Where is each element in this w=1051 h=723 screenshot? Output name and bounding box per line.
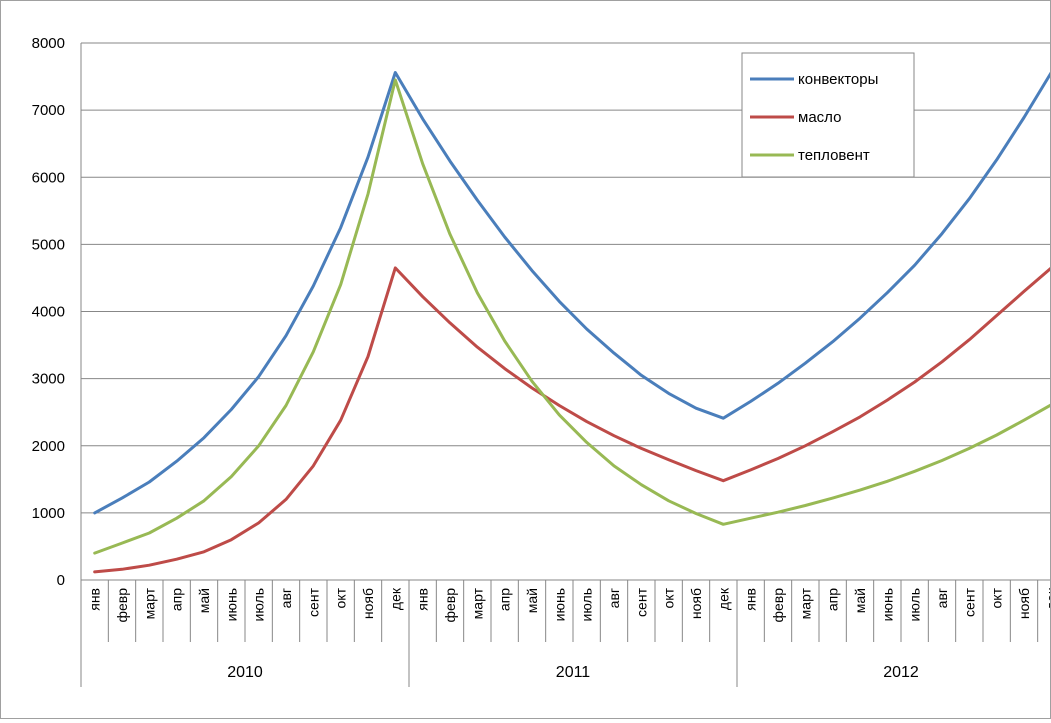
x-tick-label: апр bbox=[825, 588, 841, 611]
x-tick-label: февр bbox=[442, 588, 458, 623]
x-tick-label: июнь bbox=[879, 588, 895, 621]
series-line bbox=[93, 71, 1051, 515]
x-tick-label: июль bbox=[907, 588, 923, 621]
x-tick-label: март bbox=[141, 587, 157, 619]
x-tick-label: нояб bbox=[360, 588, 376, 619]
y-tick-label: 2000 bbox=[32, 438, 65, 455]
y-tick-label: 6000 bbox=[32, 169, 65, 186]
x-tick-label: дек bbox=[387, 587, 403, 610]
x-tick-label: янв bbox=[415, 588, 431, 611]
series-line bbox=[93, 266, 1051, 574]
x-tick-label: май bbox=[524, 588, 540, 613]
x-tick-label: март bbox=[469, 587, 485, 619]
series-line bbox=[93, 78, 1051, 555]
x-tick-label: май bbox=[196, 588, 212, 613]
legend-label: тепловент bbox=[798, 147, 870, 164]
series-lines bbox=[93, 71, 1051, 574]
year-label: 2010 bbox=[227, 664, 263, 681]
x-tick-label: авг bbox=[606, 588, 622, 608]
x-tick-label: сент bbox=[961, 587, 977, 617]
year-label: 2011 bbox=[556, 664, 591, 681]
legend: конвекторы масло тепловент bbox=[741, 52, 915, 178]
y-tick-label: 8000 bbox=[32, 35, 65, 52]
x-tick-label: март bbox=[797, 587, 813, 619]
x-tick-label: нояб bbox=[688, 588, 704, 619]
x-tick-label: янв bbox=[87, 588, 103, 611]
x-tick-label: нояб bbox=[1016, 588, 1032, 619]
y-axis: 0 1000 2000 3000 4000 5000 6000 7000 8000 bbox=[32, 35, 82, 589]
y-tick-label: 7000 bbox=[32, 102, 65, 119]
x-tick-label: июль bbox=[251, 588, 267, 621]
x-tick-label: февр bbox=[114, 588, 130, 623]
x-tick-label: окт bbox=[989, 587, 1005, 608]
x-axis: янв февр март апр май июнь июль авг сент окт нояб д… bbox=[80, 579, 1051, 687]
legend-label: конвекторы bbox=[798, 71, 878, 88]
y-tick-label: 4000 bbox=[32, 304, 65, 321]
x-tick-label: дек bbox=[715, 587, 731, 610]
x-tick-label: окт bbox=[333, 587, 349, 608]
x-tick-label: февр bbox=[770, 588, 786, 623]
y-tick-label: 3000 bbox=[32, 371, 65, 388]
x-tick-label: май bbox=[852, 588, 868, 613]
y-tick-label: 1000 bbox=[32, 505, 65, 522]
x-tick-label: окт bbox=[661, 587, 677, 608]
x-tick-label: июнь bbox=[551, 588, 567, 621]
x-tick-label: апр bbox=[169, 588, 185, 611]
y-tick-label: 5000 bbox=[32, 236, 65, 253]
x-tick-label: авг bbox=[934, 588, 950, 608]
y-tick-label: 0 bbox=[57, 572, 65, 589]
legend-label: масло bbox=[798, 109, 841, 126]
year-label: 2012 bbox=[883, 664, 919, 681]
x-tick-label: янв bbox=[743, 588, 759, 611]
x-tick-label: дек bbox=[1043, 587, 1050, 610]
x-tick-label: апр bbox=[497, 588, 513, 611]
x-tick-label: сент bbox=[633, 587, 649, 617]
x-tick-label: июнь bbox=[223, 588, 239, 621]
gridlines bbox=[81, 42, 1050, 514]
x-tick-label: сент bbox=[305, 587, 321, 617]
x-tick-label: июль bbox=[579, 588, 595, 621]
x-tick-label: авг bbox=[278, 588, 294, 608]
